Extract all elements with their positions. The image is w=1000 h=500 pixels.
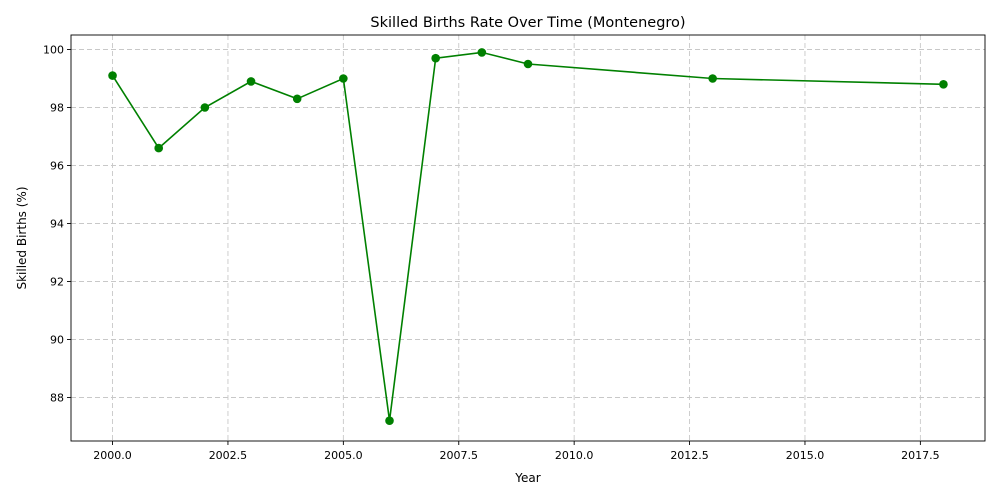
y-tick-label: 94 xyxy=(50,218,64,231)
plot-frame xyxy=(70,34,986,442)
data-point xyxy=(431,53,440,63)
data-point xyxy=(708,74,717,83)
x-tick-label: 2005.0 xyxy=(324,449,363,462)
data-point xyxy=(939,80,948,89)
data-point xyxy=(200,103,210,112)
data-point xyxy=(523,59,533,69)
x-tick-label: 2002.5 xyxy=(209,449,248,462)
y-tick-label: 98 xyxy=(50,102,64,115)
data-point xyxy=(339,74,348,83)
x-tick-label: 2012.5 xyxy=(670,449,709,462)
series-group xyxy=(108,48,948,426)
x-axis: 2000.0 2002.5 2005.0 2007.5 2010.0 2012.5 2015… xyxy=(93,441,940,462)
grid xyxy=(71,35,985,441)
y-axis: 88 90 92 94 96 98 100 xyxy=(43,44,71,405)
x-tick-label: 2015.0 xyxy=(786,449,825,462)
x-tick-label: 2017.5 xyxy=(901,449,940,462)
data-point xyxy=(246,77,256,86)
chart-title: Skilled Births Rate Over Time (Montenegr… xyxy=(370,15,685,31)
data-point xyxy=(292,94,302,104)
x-axis-label: Year xyxy=(514,471,540,485)
y-tick-label: 92 xyxy=(50,276,64,289)
x-tick-label: 2010.0 xyxy=(555,449,594,462)
y-tick-label: 88 xyxy=(50,392,64,405)
y-axis-label: Skilled Births (%) xyxy=(15,186,29,289)
y-tick-label: 90 xyxy=(50,334,64,347)
x-tick-label: 2000.0 xyxy=(93,449,132,462)
x-tick-label: 2007.5 xyxy=(440,449,479,462)
series-line xyxy=(111,51,944,421)
data-point xyxy=(385,416,394,426)
y-tick-label: 96 xyxy=(50,160,64,173)
y-tick-label: 100 xyxy=(43,44,64,57)
data-point xyxy=(154,143,164,153)
data-point xyxy=(477,48,487,57)
data-point xyxy=(108,71,117,80)
